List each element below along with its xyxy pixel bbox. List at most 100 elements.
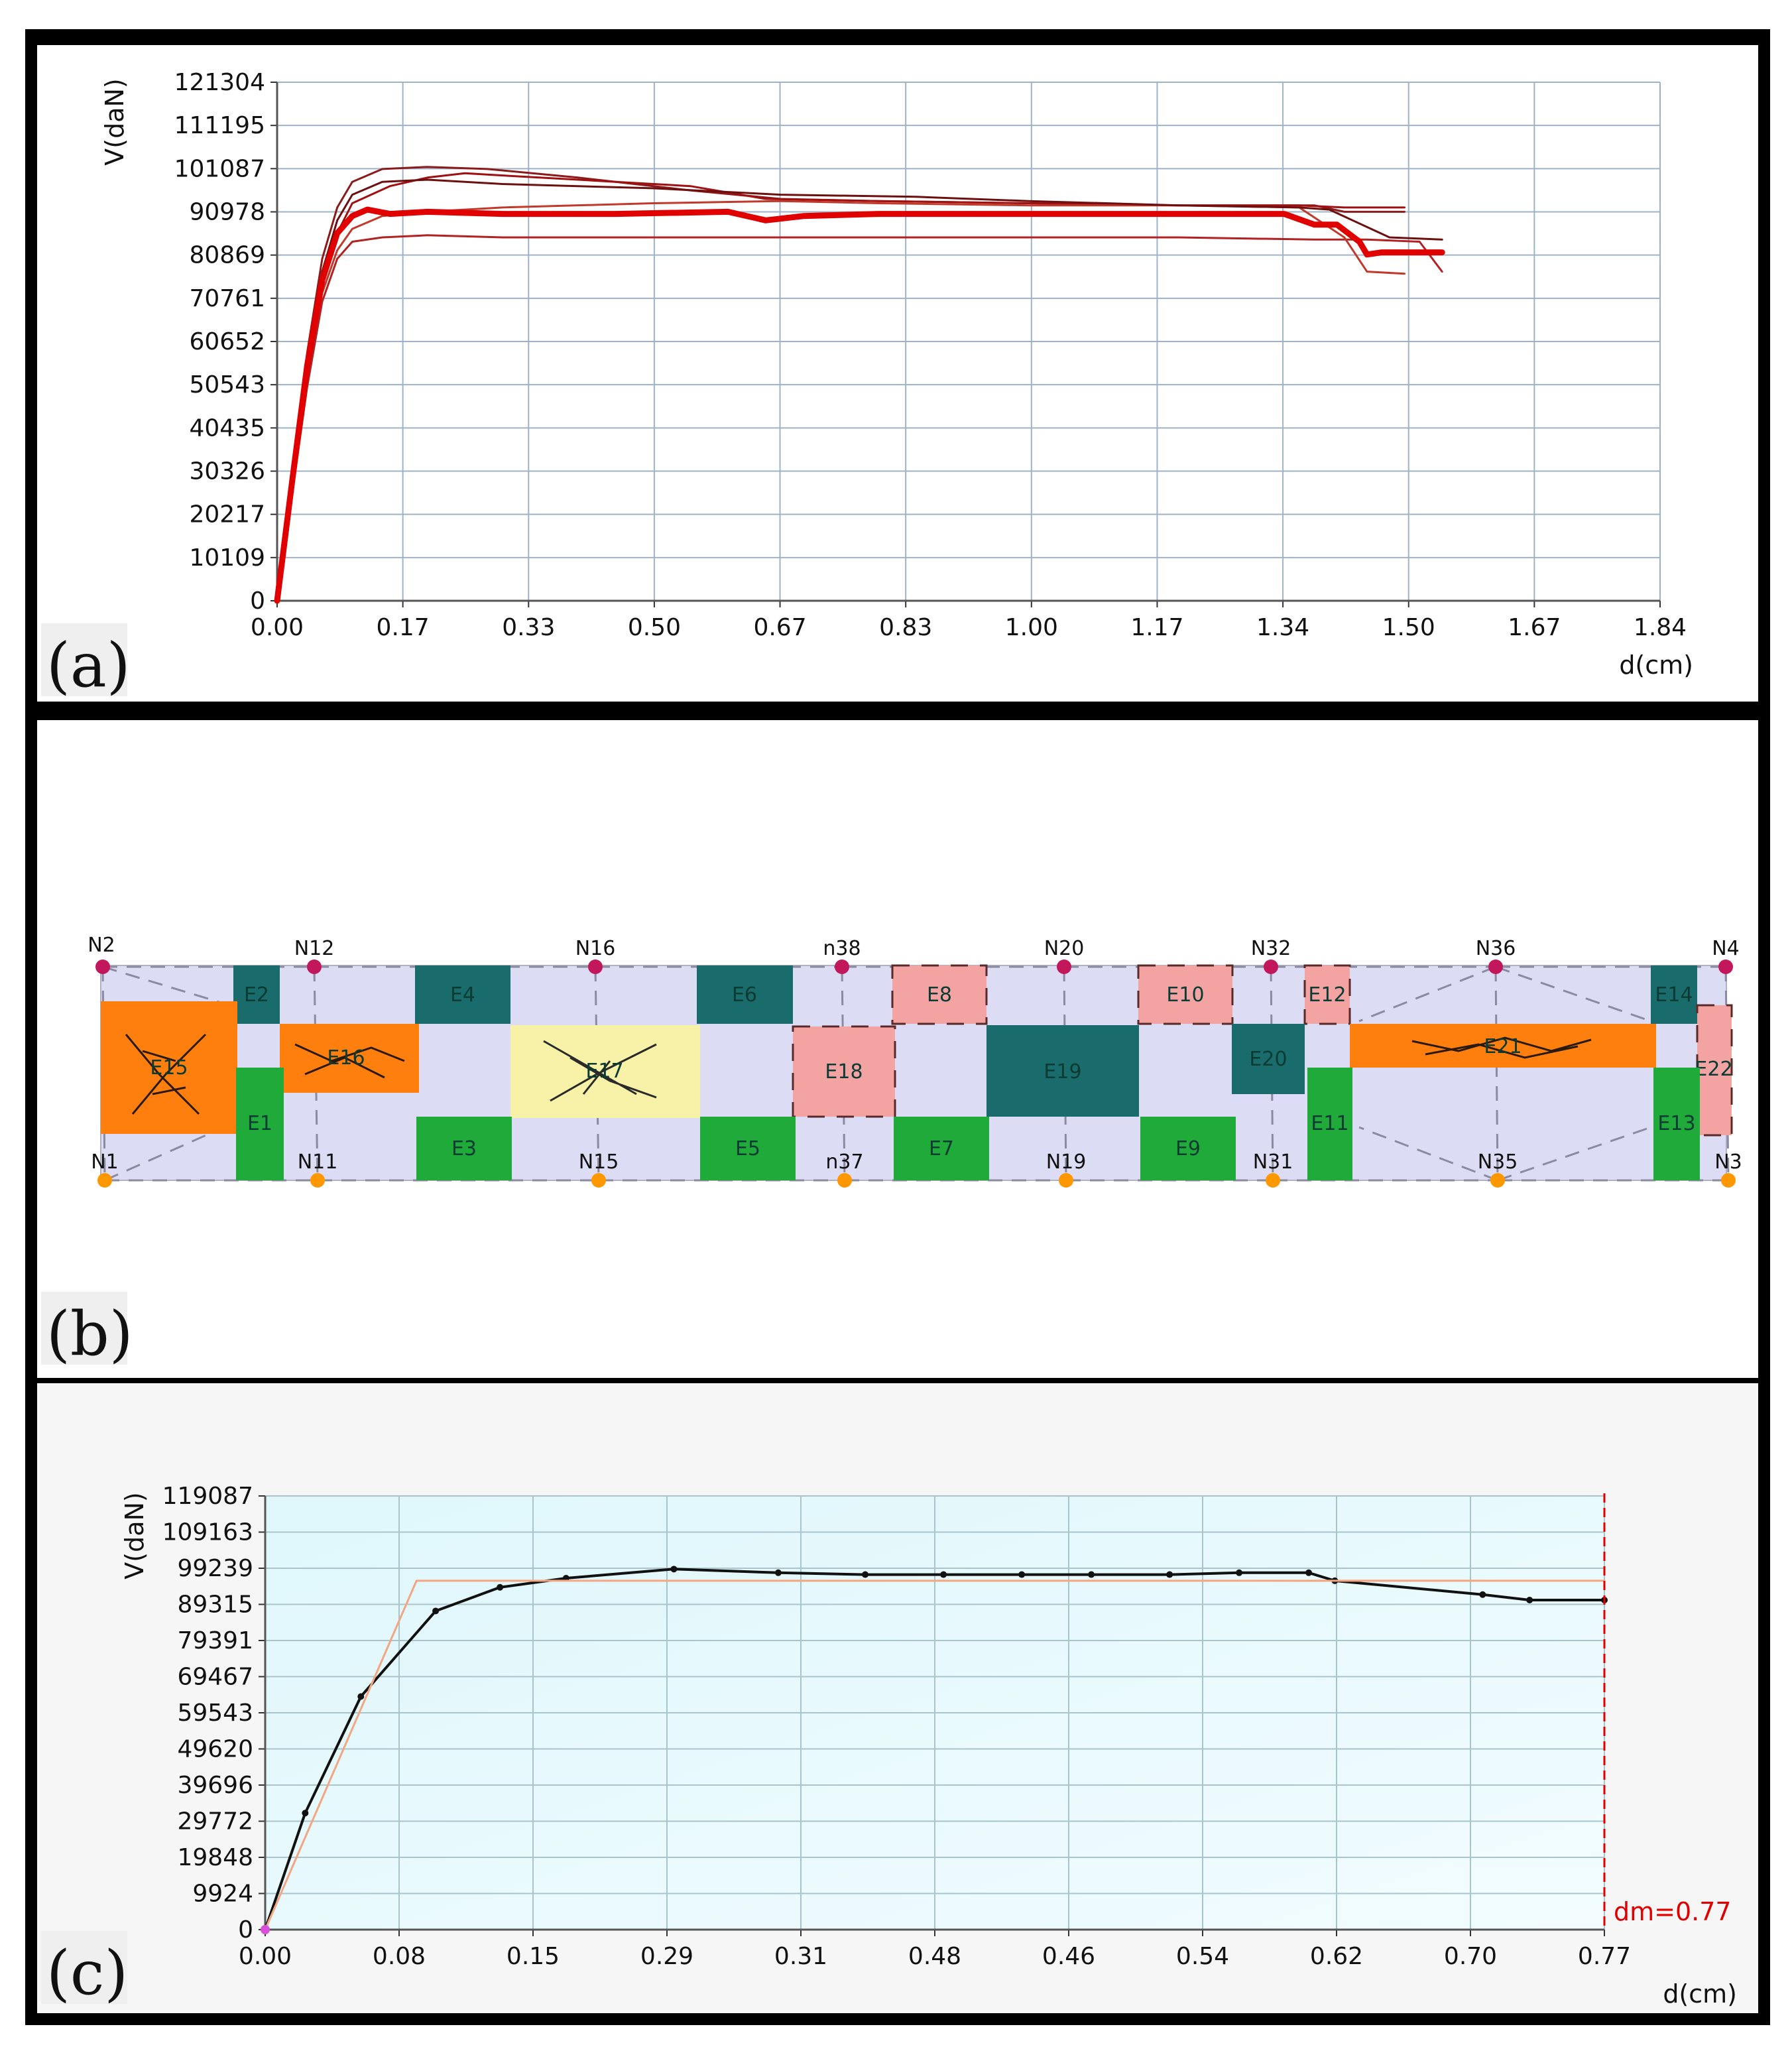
- element-label: E9: [1175, 1137, 1201, 1160]
- data-point: [497, 1583, 504, 1591]
- node-label: N32: [1251, 937, 1291, 960]
- y-tick-label: 10109: [189, 544, 265, 572]
- node-marker: [97, 1173, 112, 1188]
- x-tick-label: 0.00: [239, 1943, 292, 1970]
- element-E8: E8: [891, 964, 988, 1025]
- node-label: N36: [1476, 937, 1516, 960]
- panel-label-c: (c): [46, 1938, 128, 2009]
- data-point: [1018, 1571, 1026, 1578]
- y-tick-label: 101087: [174, 155, 265, 182]
- x-tick-label: 1.00: [1005, 614, 1058, 641]
- node-label: N35: [1478, 1150, 1518, 1174]
- x-tick-label: 0.77: [1578, 1943, 1631, 1970]
- x-tick-label: 1.67: [1508, 614, 1561, 641]
- y-tick-label: 70761: [189, 285, 265, 312]
- x-tick-label: 0.00: [251, 614, 304, 641]
- x-tick-label: 0.54: [1176, 1943, 1229, 1970]
- node-marker: [1721, 1173, 1736, 1188]
- element-label: E10: [1166, 983, 1204, 1007]
- data-point: [302, 1810, 309, 1817]
- node-label: N2: [88, 934, 115, 957]
- element-label: E17: [585, 1060, 623, 1083]
- element-label: E13: [1657, 1112, 1695, 1135]
- element-E4: E4: [415, 965, 510, 1024]
- series-line-curve-3: [276, 234, 1443, 602]
- element-E2: E2: [233, 965, 280, 1024]
- data-point: [862, 1571, 869, 1578]
- data-point: [1479, 1591, 1486, 1598]
- data-point: [940, 1571, 947, 1578]
- node-label: n37: [825, 1150, 863, 1174]
- y-tick-label: 89315: [177, 1591, 253, 1619]
- x-tick-label: 0.08: [373, 1943, 426, 1970]
- node-marker: [591, 1173, 606, 1188]
- diagram-b-wall-macroelements: E2 E4 E6 E8 E10 E12 E14 E15 E16 E17 E18: [88, 934, 1742, 1188]
- y-tick-label: 39696: [177, 1772, 253, 1799]
- data-point: [1236, 1569, 1243, 1576]
- element-label: E7: [929, 1137, 954, 1160]
- data-point: [1305, 1569, 1313, 1576]
- x-tick-label: 0.70: [1444, 1943, 1497, 1970]
- node-label: N19: [1046, 1150, 1087, 1174]
- element-label: E5: [735, 1137, 760, 1160]
- element-label: E8: [927, 983, 952, 1007]
- y-tick-label: 29772: [177, 1808, 253, 1835]
- element-E9: E9: [1140, 1117, 1236, 1180]
- node-marker: [1057, 960, 1071, 974]
- y-axis-label: V(daN): [100, 78, 129, 165]
- element-E6: E6: [697, 965, 793, 1024]
- x-tick-label: 0.17: [377, 614, 430, 641]
- element-E15: E15: [101, 1001, 237, 1134]
- y-tick-label: 30326: [189, 458, 265, 485]
- series-line-curve-mean: [274, 206, 1445, 604]
- y-tick-label: 0: [250, 588, 265, 615]
- x-tick-label: 0.31: [774, 1943, 827, 1970]
- y-tick-label: 50543: [189, 371, 265, 399]
- element-label: E19: [1044, 1060, 1081, 1084]
- element-E19: E19: [986, 1025, 1139, 1117]
- chart-c-capacity-curve: 0.00 0.08 0.15 0.29 0.31 0.48 0.46 0.54 0.62 0.70…: [120, 1483, 1737, 2009]
- element-E18: E18: [792, 1025, 896, 1118]
- y-tick-label: 90978: [189, 199, 265, 226]
- panel-b: E2 E4 E6 E8 E10 E12 E14 E15 E16 E17 E18: [37, 720, 1758, 1378]
- data-point: [1088, 1571, 1095, 1578]
- data-point: [357, 1693, 365, 1700]
- element-E1: E1: [236, 1068, 284, 1180]
- element-E14: E14: [1651, 965, 1697, 1024]
- element-E11: E11: [1307, 1068, 1352, 1180]
- y-tick-label: 40435: [189, 414, 265, 442]
- element-label: E15: [150, 1056, 188, 1080]
- element-E16: E16: [280, 1024, 419, 1093]
- element-label: E16: [327, 1046, 365, 1070]
- element-E22: E22: [1695, 1004, 1733, 1137]
- element-E12: E12: [1303, 964, 1351, 1025]
- node-marker: [1264, 960, 1278, 974]
- origin-marker: [261, 1925, 270, 1934]
- x-tick-label: 0.50: [628, 614, 681, 641]
- node-label: N11: [298, 1150, 338, 1174]
- element-label: E1: [247, 1112, 272, 1135]
- y-tick-label: 79391: [177, 1627, 253, 1654]
- element-label: E12: [1308, 983, 1346, 1007]
- node-marker: [1266, 1173, 1280, 1188]
- element-E10: E10: [1137, 964, 1234, 1025]
- data-point: [1166, 1571, 1173, 1578]
- node-marker: [1488, 960, 1503, 974]
- element-E3: E3: [416, 1117, 512, 1180]
- y-tick-label: 0: [238, 1916, 253, 1944]
- x-tick-label: 1.34: [1256, 614, 1309, 641]
- node-label: N3: [1714, 1150, 1742, 1174]
- element-label: E20: [1249, 1048, 1287, 1071]
- y-tick-label: 99239: [177, 1555, 253, 1582]
- data-point: [1526, 1596, 1533, 1603]
- element-E5: E5: [700, 1117, 796, 1180]
- x-tick-label: 0.15: [507, 1943, 560, 1970]
- node-marker: [1059, 1173, 1073, 1188]
- element-E17: E17: [510, 1025, 700, 1118]
- y-tick-label: 9924: [192, 1881, 253, 1908]
- node-marker: [95, 960, 110, 974]
- x-tick-label: 0.62: [1310, 1943, 1363, 1970]
- data-point: [670, 1566, 678, 1573]
- y-tick-label: 60652: [189, 328, 265, 355]
